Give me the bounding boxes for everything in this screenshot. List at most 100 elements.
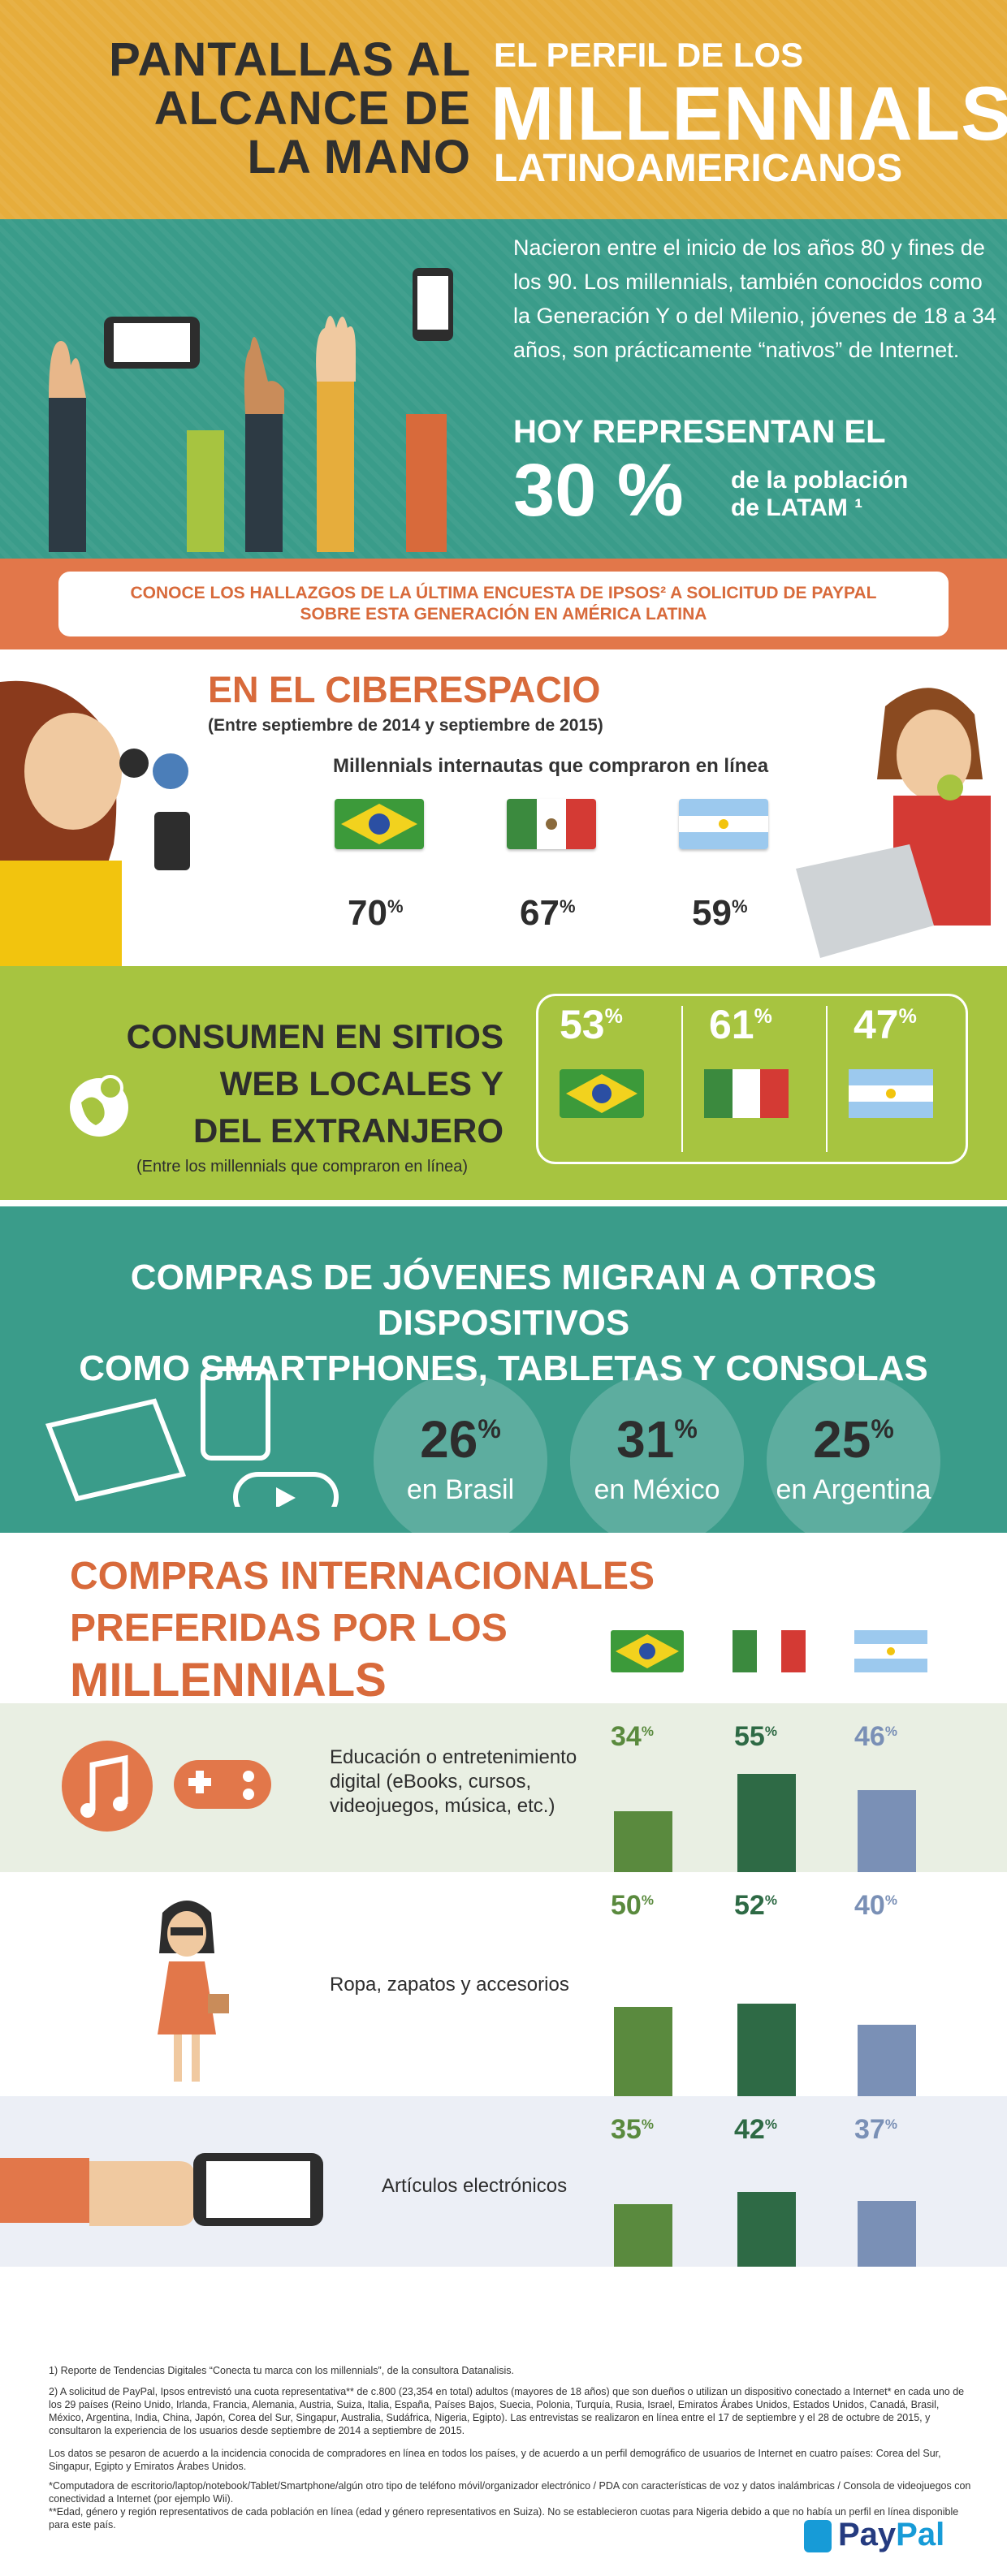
argentina-flag — [849, 1069, 933, 1118]
bar-value-num: 34 — [611, 1721, 642, 1752]
consumen-value-unit: % — [604, 1005, 623, 1028]
mexico-flag — [733, 1630, 806, 1672]
ciber-value-unit: % — [559, 896, 576, 917]
ciber-value-mexico: 67% — [520, 893, 576, 934]
consumen-title: CONSUMEN EN SITIOS WEB LOCALES Y DEL EXT… — [65, 1013, 504, 1154]
intro-description: Nacieron entre el inicio de los años 80 … — [513, 235, 996, 362]
bar — [737, 2003, 796, 2096]
circle-brasil: 26% en Brasil — [374, 1374, 547, 1533]
header-left-line: PANTALLAS AL — [109, 33, 471, 86]
circle-num: 26 — [420, 1410, 478, 1469]
header-left-line: LA MANO — [247, 131, 471, 183]
footnote: Los datos se pesaron de acuerdo a la inc… — [49, 2448, 941, 2472]
bar-value-num: 46 — [854, 1721, 885, 1752]
paypal-p-icon — [804, 2520, 832, 2553]
consumen-value-mexico: 61% — [709, 1001, 772, 1048]
bar-value-unit: % — [641, 1892, 654, 1909]
ipsos-banner: CONOCE LOS HALLAZGOS DE LA ÚLTIMA ENCUES… — [58, 572, 949, 636]
bar-value-unit: % — [764, 2116, 777, 2133]
bar-value-num: 40 — [854, 1890, 885, 1921]
footnote: *Computadora de escritorio/laptop/notebo… — [49, 2480, 971, 2531]
header-right-line3: LATINOAMERICANOS — [494, 147, 903, 190]
intro-hoy-text: HOY REPRESENTAN EL — [513, 414, 886, 450]
header-left-line: ALCANCE DE — [153, 82, 471, 135]
row-label: Artículos electrónicos — [382, 2175, 568, 2197]
circle-label: en Argentina — [776, 1474, 931, 1505]
ciber-value-num: 70 — [348, 893, 387, 933]
devices-illustration — [45, 1366, 339, 1507]
circle-label: en Brasil — [406, 1474, 515, 1505]
circle-unit: % — [478, 1414, 501, 1444]
consumen-section: CONSUMEN EN SITIOS WEB LOCALES Y DEL EXT… — [0, 966, 1007, 1200]
bar-value-label: 42% — [734, 2114, 777, 2146]
woman-shopping-illustration — [158, 1901, 229, 2082]
consumen-value-brasil: 53% — [560, 1001, 623, 1048]
intro-section: Nacieron entre el inicio de los años 80 … — [0, 219, 1007, 649]
ipsos-banner-line: SOBRE ESTA GENERACIÓN EN AMÉRICA LATINA — [300, 605, 707, 624]
intro-poblacion: de la población de LATAM ¹ — [731, 467, 908, 522]
circle-unit: % — [674, 1414, 698, 1444]
preferidas-section: COMPRAS INTERNACIONALES PREFERIDAS POR L… — [0, 1533, 1007, 2353]
circle-value: 25% — [767, 1409, 940, 1469]
bar — [858, 1789, 916, 1872]
argentina-flag — [854, 1630, 927, 1672]
divider — [826, 1006, 828, 1152]
bar-value-num: 37 — [854, 2114, 885, 2145]
row-electronicos: Artículos electrónicos 35% 42% 37% — [0, 2096, 1007, 2267]
footer: 1) Reporte de Tendencias Digitales “Cone… — [0, 2353, 1007, 2572]
paypal-pay: Pay — [838, 2517, 897, 2552]
preferidas-title-line: COMPRAS INTERNACIONALES — [70, 1555, 655, 1598]
ciberespacio-section: EN EL CIBERESPACIO (Entre septiembre de … — [0, 649, 1007, 966]
consumen-value-unit: % — [754, 1005, 772, 1028]
ciberespacio-label: Millennials internautas que compraron en… — [333, 755, 769, 777]
bar-value-label: 55% — [734, 1721, 777, 1753]
bar-value-num: 55 — [734, 1721, 765, 1752]
bar-value-label: 35% — [611, 2114, 654, 2146]
ciber-value-num: 59 — [692, 893, 732, 933]
ciber-value-unit: % — [387, 896, 404, 917]
bar-value-num: 42 — [734, 2114, 765, 2145]
circle-label: en México — [594, 1474, 720, 1505]
argentina-flag — [679, 799, 768, 849]
circle-value: 26% — [374, 1409, 547, 1469]
bar-value-unit: % — [764, 1724, 777, 1740]
consumen-value-num: 61 — [709, 1002, 754, 1047]
bar — [614, 1811, 672, 1872]
compras-title-line: COMPRAS DE JÓVENES MIGRAN A OTROS DISPOS… — [130, 1258, 877, 1343]
bar — [737, 1774, 796, 1872]
mexico-flag — [507, 799, 596, 849]
paypal-logo: PayPal — [804, 2517, 944, 2553]
row-ropa: Ropa, zapatos y accesorios 50% 52% 40% — [0, 1872, 1007, 2096]
bar-value-unit: % — [884, 1892, 897, 1909]
consumen-values-box: 53% 61% 47% — [536, 994, 968, 1164]
bar — [858, 2200, 916, 2267]
bar-value-unit: % — [884, 2116, 897, 2133]
mexico-flag — [704, 1069, 789, 1118]
intro-orange-band: CONOCE LOS HALLAZGOS DE LA ÚLTIMA ENCUES… — [0, 559, 1007, 649]
brazil-flag — [335, 799, 424, 849]
consumen-value-argentina: 47% — [854, 1001, 917, 1048]
raised-hands-illustration — [49, 268, 453, 552]
music-gamepad-icons — [62, 1741, 271, 1832]
bar-value-label: 34% — [611, 1721, 654, 1753]
bar-value-label: 37% — [854, 2114, 897, 2146]
row-label: Ropa, zapatos y accesorios — [330, 1974, 569, 1996]
footnote: 1) Reporte de Tendencias Digitales “Cone… — [49, 2365, 514, 2376]
consumen-value-num: 47 — [854, 1002, 899, 1047]
bar — [614, 2007, 672, 2096]
ciber-value-unit: % — [731, 896, 748, 917]
header-left-title: PANTALLAS AL ALCANCE DE LA MANO — [49, 36, 471, 182]
brazil-flag — [611, 1630, 684, 1672]
ciberespacio-title: EN EL CIBERESPACIO — [208, 669, 601, 710]
circle-unit: % — [871, 1414, 894, 1444]
bar-value-num: 50 — [611, 1890, 642, 1921]
bar — [614, 2204, 672, 2267]
ciber-value-argentina: 59% — [692, 893, 748, 934]
header-banner: PANTALLAS AL ALCANCE DE LA MANO EL PERFI… — [0, 0, 1007, 219]
divider — [681, 1006, 683, 1152]
ciber-value-num: 67 — [520, 893, 560, 933]
circle-num: 25 — [813, 1410, 871, 1469]
ciberespacio-subtitle: (Entre septiembre de 2014 y septiembre d… — [208, 716, 603, 735]
circle-argentina: 25% en Argentina — [767, 1374, 940, 1533]
row-label: Educación o entretenimiento digital (eBo… — [330, 1746, 577, 1817]
